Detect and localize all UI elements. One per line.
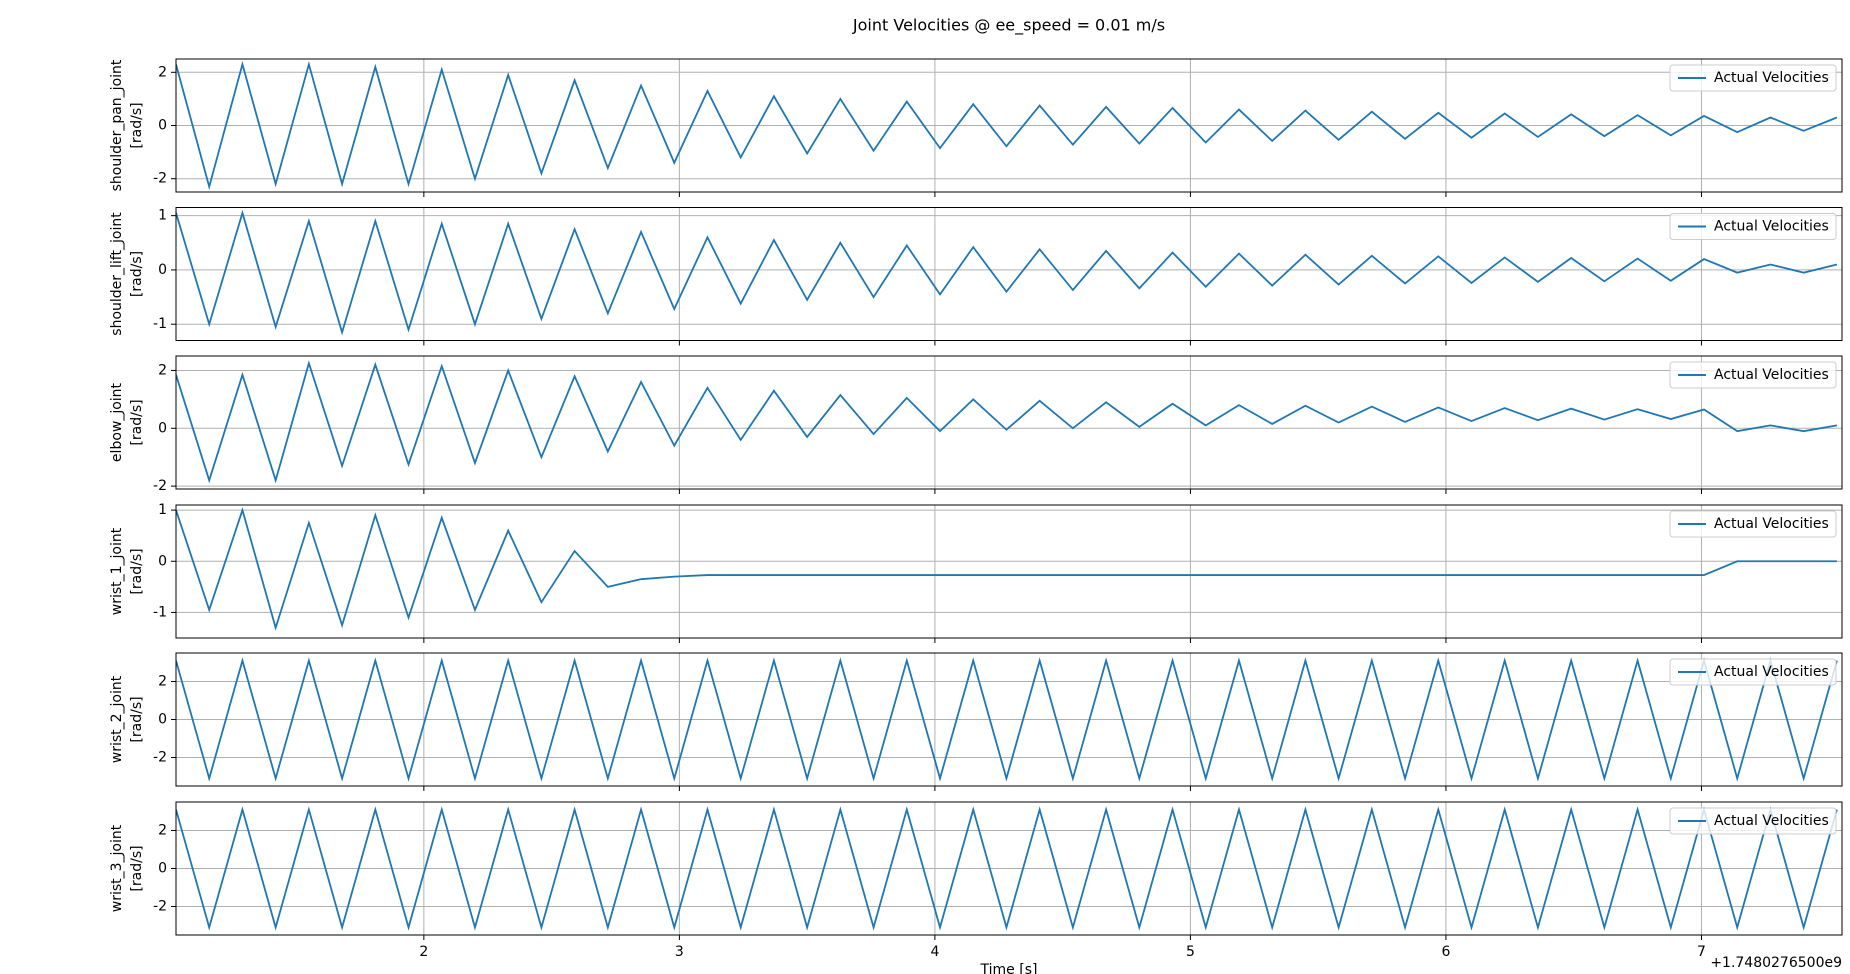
- y-tick-label: -2: [153, 899, 167, 915]
- y-tick-label: 0: [158, 420, 167, 436]
- axes-frame: [175, 355, 1843, 490]
- x-tick-label: 7: [1697, 944, 1706, 960]
- legend-box: [1669, 807, 1837, 835]
- legend-box: [1669, 64, 1837, 92]
- legend-label: Actual Velocities: [1714, 367, 1829, 383]
- y-tick-label: 0: [158, 118, 167, 134]
- y-tick-label: 2: [158, 64, 167, 80]
- y-tick-label: 0: [158, 861, 167, 877]
- y-axis-label: elbow_joint: [109, 382, 125, 462]
- legend-box: [1669, 213, 1837, 240]
- data-line: [176, 209, 1838, 336]
- y-tick-label: 0: [158, 712, 167, 728]
- y-tick-label: 1: [158, 502, 167, 518]
- y-axis-label: [rad/s]: [129, 251, 145, 297]
- y-axis-label: [rad/s]: [129, 102, 145, 148]
- y-axis-label: shoulder_pan_joint: [109, 59, 125, 191]
- data-line: [176, 657, 1838, 782]
- axes-frame: [175, 801, 1843, 936]
- x-tick-label: 2: [419, 944, 428, 960]
- y-tick-label: 2: [158, 823, 167, 839]
- y-axis-label: [rad/s]: [129, 696, 145, 742]
- data-line: [176, 60, 1838, 191]
- axes-frame: [175, 207, 1843, 341]
- y-axis-label: wrist_1_joint: [109, 527, 125, 615]
- y-tick-label: -1: [153, 316, 167, 332]
- y-tick-label: -2: [153, 171, 167, 187]
- legend-label: Actual Velocities: [1714, 219, 1829, 235]
- legend-label: Actual Velocities: [1714, 664, 1829, 680]
- legend-label: Actual Velocities: [1714, 813, 1829, 829]
- y-axis-label: [rad/s]: [129, 548, 145, 594]
- x-tick-label: 5: [1186, 944, 1195, 960]
- y-tick-label: 0: [158, 262, 167, 278]
- axes-frame: [175, 504, 1843, 639]
- x-tick-label: 4: [930, 944, 939, 960]
- y-axis-label: wrist_3_joint: [109, 824, 125, 912]
- legend-label: Actual Velocities: [1714, 70, 1829, 86]
- x-offset-label: +1.7480276500e9: [1710, 955, 1842, 971]
- axes-frame: [175, 652, 1843, 787]
- data-line: [176, 360, 1838, 484]
- legend-box: [1669, 510, 1837, 538]
- y-tick-label: -2: [153, 478, 167, 494]
- x-tick-label: 6: [1441, 944, 1450, 960]
- y-tick-label: -2: [153, 750, 167, 766]
- y-axis-label: shoulder_lift_joint: [109, 212, 125, 336]
- figure-title: Joint Velocities @ ee_speed = 0.01 m/s: [852, 16, 1165, 36]
- y-tick-label: -1: [153, 604, 167, 620]
- axes-frame: [175, 58, 1843, 193]
- x-tick-label: 3: [675, 944, 684, 960]
- legend-box: [1669, 658, 1837, 686]
- y-tick-label: 0: [158, 553, 167, 569]
- y-tick-label: 2: [158, 674, 167, 690]
- legend-box: [1669, 361, 1837, 389]
- data-line: [176, 507, 1837, 631]
- legend-label: Actual Velocities: [1714, 516, 1829, 532]
- y-tick-label: 2: [158, 362, 167, 378]
- y-axis-label: [rad/s]: [129, 845, 145, 891]
- y-tick-label: 1: [158, 208, 167, 224]
- data-line: [176, 806, 1838, 931]
- y-axis-label: [rad/s]: [129, 399, 145, 445]
- y-axis-label: wrist_2_joint: [109, 675, 125, 763]
- x-axis-label: Time [s]: [980, 962, 1038, 974]
